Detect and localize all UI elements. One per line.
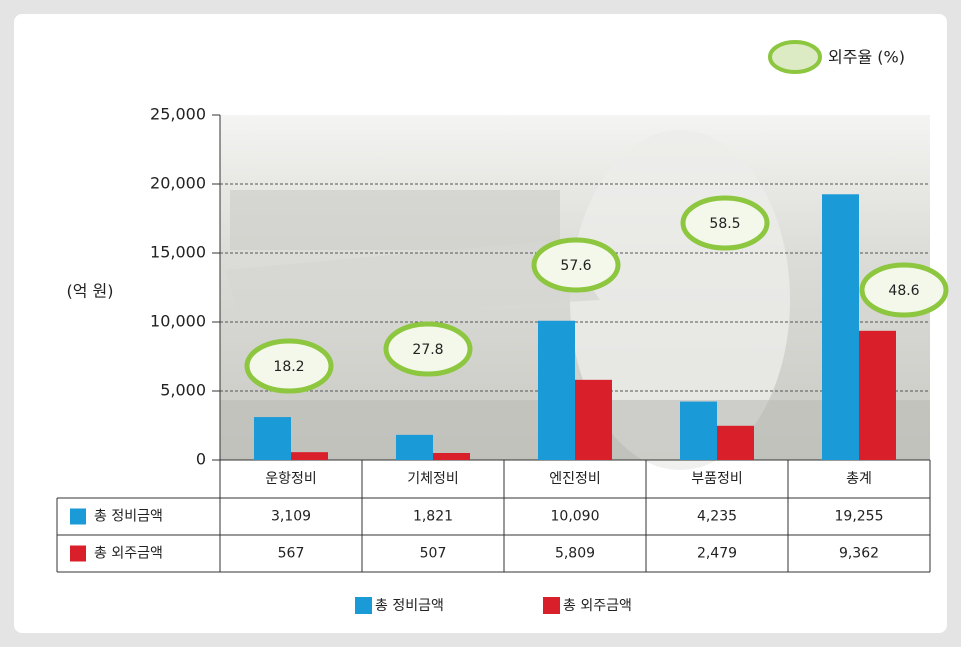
bar xyxy=(433,453,470,460)
rate-label: 57.6 xyxy=(560,258,591,274)
table-cell: 1,821 xyxy=(413,509,453,525)
x-tick-label: 기체정비 xyxy=(407,471,459,487)
bar xyxy=(859,331,896,460)
table-cell: 19,255 xyxy=(835,509,884,525)
bar xyxy=(254,417,291,460)
y-tick-label: 15,000 xyxy=(150,243,206,262)
y-axis-label: (억 원) xyxy=(66,282,113,301)
bar xyxy=(396,435,433,460)
table-cell: 10,090 xyxy=(551,509,600,525)
legend-swatch xyxy=(70,546,86,562)
y-tick-label: 5,000 xyxy=(160,381,206,400)
legend-label: 총 정비금액 xyxy=(375,598,444,614)
bar xyxy=(575,380,612,460)
rate-label: 58.5 xyxy=(709,216,740,232)
table-cell: 9,362 xyxy=(839,546,879,562)
table-cell: 2,479 xyxy=(697,546,737,562)
chart: (억 원) 외주율 (%) 0 5,000 10,000 15,000 20,000 25… xyxy=(0,0,961,647)
rate-label: 27.8 xyxy=(412,342,443,358)
y-tick-label: 0 xyxy=(196,450,206,469)
rate-label: 18.2 xyxy=(273,359,304,375)
legend-label: 외주율 (%) xyxy=(828,48,905,67)
legend-label: 총 외주금액 xyxy=(563,598,632,614)
x-tick-label: 총계 xyxy=(846,471,872,487)
x-tick-label: 부품정비 xyxy=(691,471,743,487)
legend-swatch xyxy=(70,509,86,525)
table-cell: 507 xyxy=(420,546,447,562)
bar xyxy=(822,194,859,460)
y-tick-label: 10,000 xyxy=(150,312,206,331)
y-tick-label: 20,000 xyxy=(150,174,206,193)
legend-ellipse xyxy=(770,42,820,72)
bar xyxy=(291,452,328,460)
bar xyxy=(538,321,575,460)
x-tick-label: 운항정비 xyxy=(265,471,317,487)
row-label: 총 정비금액 xyxy=(94,509,163,525)
legend-swatch xyxy=(543,597,560,614)
table-cell: 567 xyxy=(278,546,305,562)
bar xyxy=(717,426,754,460)
row-label: 총 외주금액 xyxy=(94,546,163,562)
table-cell: 5,809 xyxy=(555,546,595,562)
y-tick-label: 25,000 xyxy=(150,105,206,124)
table-cell: 4,235 xyxy=(697,509,737,525)
rate-label: 48.6 xyxy=(888,283,919,299)
table-cell: 3,109 xyxy=(271,509,311,525)
bar xyxy=(680,402,717,460)
legend-swatch xyxy=(355,597,372,614)
x-tick-label: 엔진정비 xyxy=(549,471,601,487)
